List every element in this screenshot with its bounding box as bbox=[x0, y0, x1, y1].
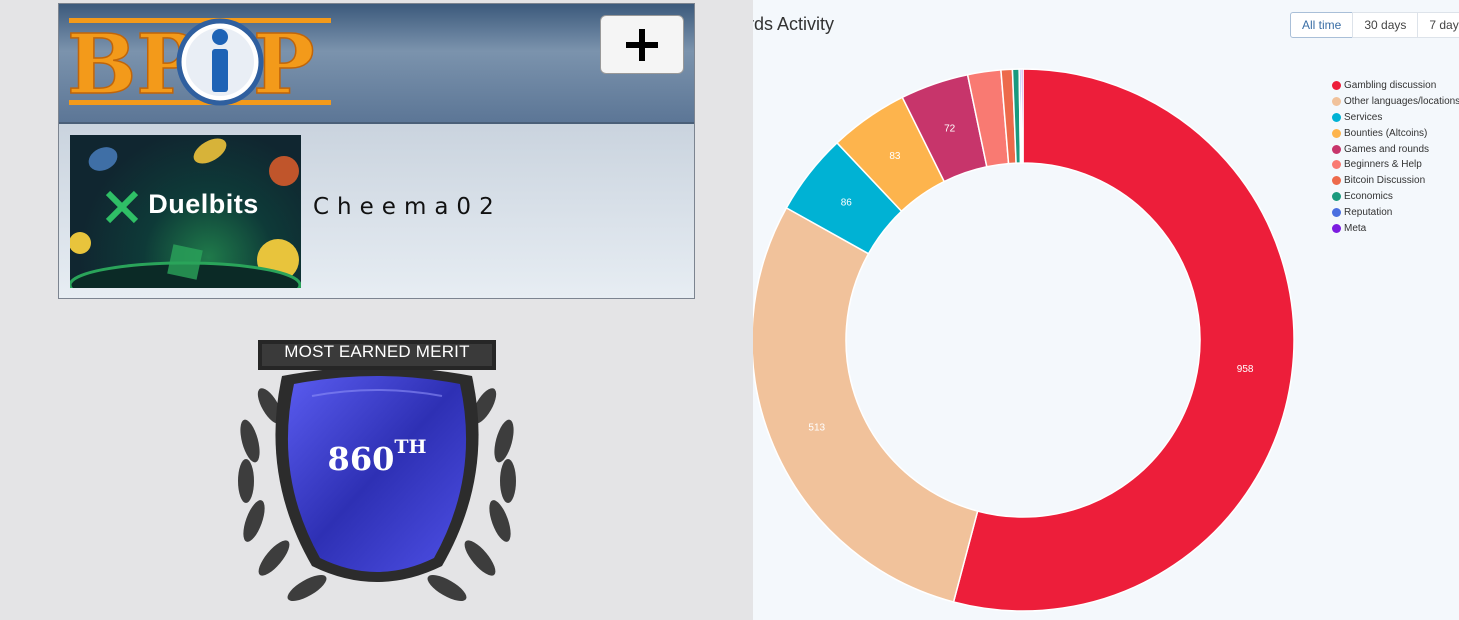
legend-item[interactable]: Reputation bbox=[1332, 204, 1459, 220]
legend-label: Economics bbox=[1344, 190, 1393, 202]
legend-item[interactable]: Bounties (Altcoins) bbox=[1332, 125, 1459, 141]
legend-item[interactable]: Meta bbox=[1332, 220, 1459, 236]
slice-data-label: 958 bbox=[1237, 364, 1254, 375]
legend-item[interactable]: Economics bbox=[1332, 189, 1459, 205]
legend-label: Reputation bbox=[1344, 206, 1393, 218]
banner-artwork bbox=[70, 138, 301, 288]
legend-label: Other languages/locations bbox=[1344, 96, 1459, 108]
legend-swatch bbox=[1332, 112, 1341, 122]
legend-label: Meta bbox=[1344, 222, 1367, 234]
profile-card: BP P bbox=[58, 3, 695, 299]
merit-rank-number: 860 bbox=[327, 440, 395, 478]
banner-brand: Duelbits bbox=[148, 189, 259, 219]
legend-swatch bbox=[1332, 191, 1341, 201]
range-tab-all-time[interactable]: All time bbox=[1290, 12, 1354, 38]
legend-label: Gambling discussion bbox=[1344, 80, 1437, 92]
chart-title: rds Activity bbox=[753, 14, 835, 34]
legend-swatch bbox=[1332, 207, 1341, 217]
legend-item[interactable]: Games and rounds bbox=[1332, 141, 1459, 157]
donut-slice[interactable] bbox=[1020, 68, 1024, 164]
add-button[interactable] bbox=[600, 15, 684, 74]
slice-data-label: 83 bbox=[889, 151, 901, 162]
legend-item[interactable]: Bitcoin Discussion bbox=[1332, 173, 1459, 189]
slice-data-label: 86 bbox=[841, 197, 853, 208]
duelbits-banner[interactable]: Duelbits bbox=[70, 135, 301, 288]
boards-activity-donut-chart: 958 513 86 83 72 bbox=[753, 68, 1295, 612]
legend-item[interactable]: Beginners & Help bbox=[1332, 157, 1459, 173]
chart-legend: Gambling discussion Other languages/locat… bbox=[1332, 78, 1459, 236]
bpip-logo: BP P bbox=[67, 16, 331, 114]
merit-title: MOST EARNED MERIT bbox=[284, 342, 470, 361]
legend-label: Bitcoin Discussion bbox=[1344, 175, 1426, 187]
slice-data-label: 72 bbox=[944, 123, 956, 134]
legend-item[interactable]: Other languages/locations bbox=[1332, 94, 1459, 110]
legend-swatch bbox=[1332, 160, 1341, 170]
plus-icon bbox=[626, 28, 658, 61]
legend-swatch bbox=[1332, 176, 1341, 186]
legend-swatch bbox=[1332, 223, 1341, 233]
username[interactable]: Cheema02 bbox=[313, 194, 502, 220]
duelbits-logo-icon bbox=[105, 190, 139, 224]
slice-data-label: 513 bbox=[808, 422, 825, 433]
legend-label: Bounties (Altcoins) bbox=[1344, 127, 1428, 139]
donut-slice[interactable] bbox=[753, 206, 979, 603]
range-tab-7-days[interactable]: 7 days bbox=[1417, 12, 1459, 38]
legend-item[interactable]: Gambling discussion bbox=[1332, 78, 1459, 94]
range-tab-30-days[interactable]: 30 days bbox=[1352, 12, 1419, 38]
legend-swatch bbox=[1332, 81, 1341, 91]
legend-item[interactable]: Services bbox=[1332, 110, 1459, 126]
left-panel: BP P bbox=[58, 3, 695, 601]
legend-swatch bbox=[1332, 144, 1341, 154]
donut-slice[interactable] bbox=[952, 68, 1295, 612]
merit-rank-suffix: TH bbox=[394, 436, 427, 458]
chart-panel: 958 513 86 83 72 rds Activity All time 30 day… bbox=[753, 0, 1459, 620]
merit-badge-icon bbox=[238, 340, 516, 601]
legend-label: Beginners & Help bbox=[1344, 159, 1422, 171]
legend-label: Services bbox=[1344, 111, 1383, 123]
legend-swatch bbox=[1332, 97, 1341, 107]
legend-label: Games and rounds bbox=[1344, 143, 1430, 155]
profile-card-header: BP P bbox=[59, 4, 694, 124]
merit-rank: 860TH bbox=[262, 436, 492, 478]
legend-swatch bbox=[1332, 128, 1341, 138]
